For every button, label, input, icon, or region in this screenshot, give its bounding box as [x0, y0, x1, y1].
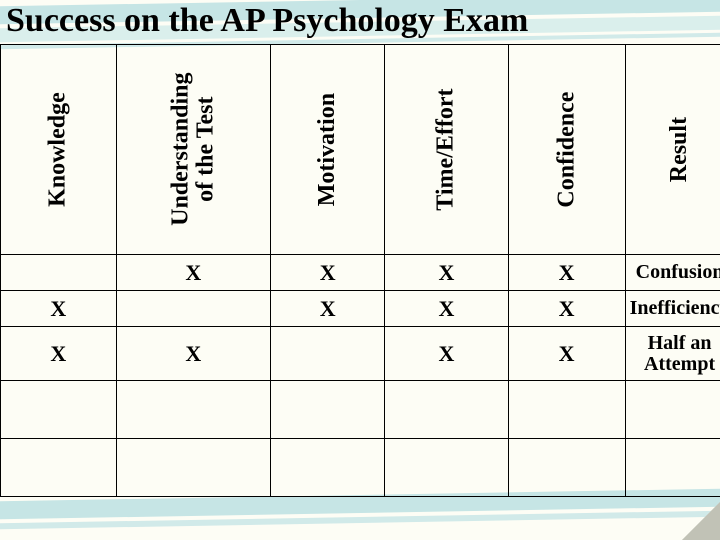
result-cell: [625, 439, 720, 497]
cell: [116, 439, 270, 497]
page-corner-fold-icon: [682, 502, 720, 540]
cell: X: [116, 327, 270, 381]
cell: X: [1, 291, 117, 327]
col-knowledge: Knowledge: [1, 45, 117, 255]
cell: [1, 255, 117, 291]
page-title: Success on the AP Psychology Exam: [0, 0, 720, 40]
table-row: X X X X Confusion: [1, 255, 720, 291]
cell: X: [508, 327, 625, 381]
result-cell: [625, 381, 720, 439]
cell: X: [508, 291, 625, 327]
cell: X: [385, 327, 508, 381]
col-time-effort: Time/Effort: [385, 45, 508, 255]
header-row: Knowledge Understandingof the Test Motiv…: [1, 45, 720, 255]
cell: [116, 381, 270, 439]
col-result: Result: [625, 45, 720, 255]
result-cell: Half anAttempt: [625, 327, 720, 381]
cell: X: [271, 255, 385, 291]
cell: [271, 327, 385, 381]
cell: [271, 381, 385, 439]
cell: [385, 381, 508, 439]
cell: [508, 439, 625, 497]
table-row: [1, 439, 720, 497]
col-motivation: Motivation: [271, 45, 385, 255]
cell: [116, 291, 270, 327]
table-row: [1, 381, 720, 439]
cell: X: [508, 255, 625, 291]
result-cell: Inefficiency: [625, 291, 720, 327]
cell: [385, 439, 508, 497]
result-cell: Confusion: [625, 255, 720, 291]
col-understanding-label: Understandingof the Test: [168, 72, 218, 225]
cell: X: [116, 255, 270, 291]
cell: [508, 381, 625, 439]
cell: [271, 439, 385, 497]
success-table: Knowledge Understandingof the Test Motiv…: [0, 44, 720, 497]
col-confidence: Confidence: [508, 45, 625, 255]
col-understanding: Understandingof the Test: [116, 45, 270, 255]
cell: [1, 381, 117, 439]
cell: X: [1, 327, 117, 381]
cell: X: [271, 291, 385, 327]
table-row: X X X X Inefficiency: [1, 291, 720, 327]
cell: X: [385, 255, 508, 291]
cell: X: [385, 291, 508, 327]
cell: [1, 439, 117, 497]
table-row: X X X X Half anAttempt: [1, 327, 720, 381]
